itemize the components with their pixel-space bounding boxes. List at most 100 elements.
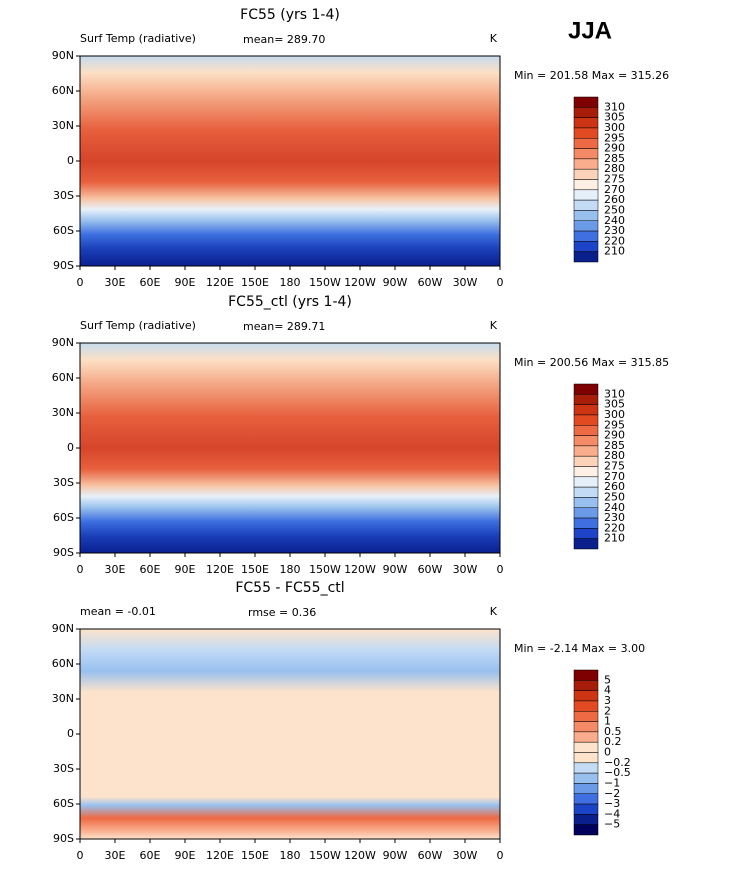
colorbar-box	[573, 230, 599, 242]
center-label: mean= 289.70	[243, 33, 325, 46]
colorbar-box	[573, 466, 599, 478]
colorbar-box	[573, 669, 599, 681]
x-tick-label: 0	[497, 563, 504, 576]
colorbar-box	[573, 127, 599, 139]
colorbar-box	[573, 497, 599, 508]
colorbar-box	[573, 814, 599, 825]
colorbar-box	[573, 199, 599, 211]
x-tick-label: 180	[280, 276, 301, 289]
y-tick-label: 90N	[52, 49, 74, 62]
colorbar-label: 220	[604, 234, 625, 247]
colorbar-box	[573, 731, 599, 743]
y-tick-label: 60N	[52, 84, 74, 97]
season-label: JJA	[568, 17, 612, 44]
colorbar-box	[573, 721, 599, 733]
panel-title: FC55 (yrs 1-4)	[240, 7, 340, 23]
colorbar-label: 295	[604, 131, 625, 144]
colorbar-box	[573, 435, 599, 447]
colorbar-label: 240	[604, 501, 625, 514]
x-tick-label: 60W	[418, 563, 443, 576]
colorbar-label: 305	[604, 111, 625, 124]
colorbar-label: 1	[604, 715, 611, 728]
left-label: Surf Temp (radiative)	[80, 32, 196, 45]
x-tick-label: 120E	[206, 563, 234, 576]
y-tick-label: 0	[67, 154, 74, 167]
colorbar-label: −5	[604, 818, 620, 831]
y-tick-label: 60N	[52, 371, 74, 384]
map-field	[80, 629, 500, 839]
colorbar-label: 210	[604, 245, 625, 258]
colorbar-box	[573, 803, 599, 815]
colorbar-label: −1	[604, 776, 620, 789]
colorbar-box	[573, 189, 599, 201]
y-tick-label: 0	[67, 441, 74, 454]
x-tick-label: 30W	[453, 849, 478, 862]
colorbar-label: −4	[604, 807, 620, 820]
x-tick-label: 120W	[344, 563, 376, 576]
center-label: rmse = 0.36	[248, 606, 316, 619]
units-label: K	[490, 32, 498, 45]
colorbar-box	[573, 793, 599, 805]
colorbar-label: 230	[604, 511, 625, 524]
colorbar-label: 270	[604, 470, 625, 483]
colorbar-box	[573, 711, 599, 722]
x-tick-label: 90W	[383, 849, 408, 862]
colorbar-label: 300	[604, 121, 625, 134]
x-tick-label: 60E	[140, 849, 161, 862]
x-tick-label: 90E	[175, 276, 196, 289]
colorbar-label: −0.2	[604, 756, 631, 769]
y-tick-label: 60N	[52, 657, 74, 670]
colorbar-label: 260	[604, 480, 625, 493]
colorbar-label: −2	[604, 787, 620, 800]
colorbar-box	[573, 251, 599, 263]
colorbar-box	[573, 762, 599, 774]
colorbar-box	[573, 528, 599, 539]
x-tick-label: 60W	[418, 276, 443, 289]
x-tick-label: 180	[280, 563, 301, 576]
panel-title: FC55_ctl (yrs 1-4)	[228, 294, 352, 310]
colorbar-label: 220	[604, 521, 625, 534]
x-tick-label: 120W	[344, 849, 376, 862]
colorbar-label: 0.5	[604, 725, 622, 738]
colorbar-box	[573, 752, 599, 764]
y-tick-label: 30N	[52, 406, 74, 419]
x-tick-label: 60W	[418, 849, 443, 862]
colorbar-box	[573, 404, 599, 416]
y-tick-label: 30S	[53, 762, 74, 775]
colorbar-box	[573, 241, 599, 252]
colorbar-box	[573, 517, 599, 529]
colorbar-box	[573, 414, 599, 426]
x-tick-label: 60E	[140, 276, 161, 289]
x-tick-label: 150E	[241, 849, 269, 862]
colorbar-label: 290	[604, 142, 625, 155]
x-tick-label: 30W	[453, 276, 478, 289]
colorbar-box	[573, 138, 599, 149]
colorbar-label: 275	[604, 173, 625, 186]
colorbar-label: 310	[604, 100, 625, 113]
colorbar-box	[573, 455, 599, 467]
center-label: mean= 289.71	[243, 320, 325, 333]
colorbar-box	[573, 476, 599, 488]
colorbar-label: 295	[604, 418, 625, 431]
x-tick-label: 0	[77, 563, 84, 576]
left-label: mean = -0.01	[80, 605, 156, 618]
colorbar-box	[573, 158, 599, 170]
x-tick-label: 0	[77, 849, 84, 862]
panel-title: FC55 - FC55_ctl	[235, 580, 344, 596]
x-tick-label: 150W	[309, 563, 341, 576]
min-max-label: Min = 201.58 Max = 315.26	[514, 69, 669, 82]
x-tick-label: 30E	[105, 849, 126, 862]
x-tick-label: 0	[497, 849, 504, 862]
colorbar-label: 300	[604, 408, 625, 421]
colorbar-label: 275	[604, 460, 625, 473]
colorbar-label: 260	[604, 193, 625, 206]
colorbar-label: 285	[604, 439, 625, 452]
colorbar-box	[573, 168, 599, 180]
colorbar-box	[573, 772, 599, 784]
colorbar-label: 5	[604, 673, 611, 686]
y-tick-label: 90S	[53, 832, 74, 845]
x-tick-label: 150E	[241, 276, 269, 289]
map-field	[80, 56, 500, 266]
y-tick-label: 30S	[53, 476, 74, 489]
colorbar-label: 250	[604, 203, 625, 216]
